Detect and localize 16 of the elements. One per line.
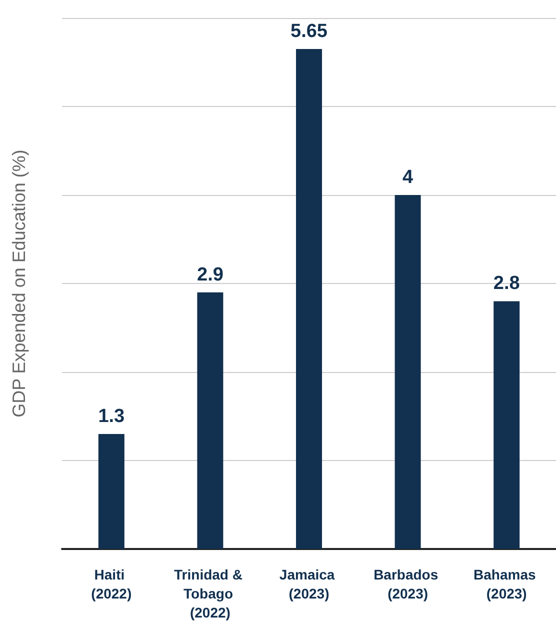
bar (296, 48, 322, 549)
data-label: 2.9 (196, 264, 224, 286)
bar (494, 301, 520, 549)
bar (98, 434, 124, 549)
x-tick-label: Jamaica (2023) (279, 566, 339, 602)
x-tick-label: Barbados (2023) (374, 566, 442, 602)
data-label: 5.65 (290, 20, 328, 42)
bar (197, 292, 224, 549)
bar (394, 195, 421, 549)
x-tick-label: Bahamas (2023) (474, 566, 540, 602)
data-label: 4 (402, 167, 414, 188)
x-tick-label: Haiti (2022) (91, 566, 132, 602)
y-axis-title: GDP Expended on Education (%) (9, 150, 29, 418)
data-label: 2.8 (493, 273, 520, 294)
x-tick-label: Trinidad & Tobago (2022) (174, 566, 246, 620)
data-label: 1.3 (98, 406, 125, 427)
